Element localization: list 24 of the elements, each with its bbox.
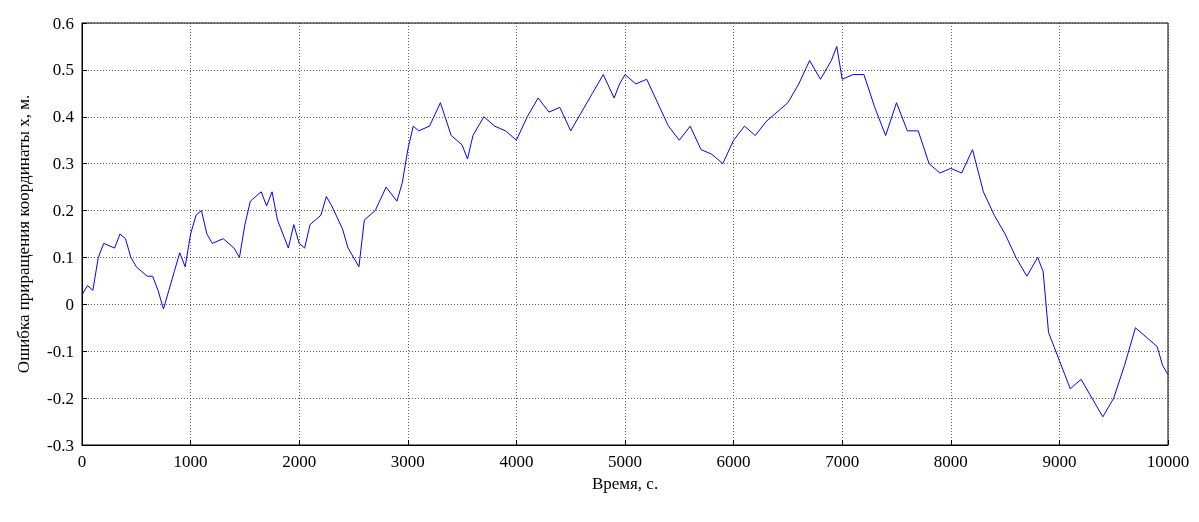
- x-tick-label: 8000: [933, 452, 968, 471]
- x-tick-label: 7000: [825, 452, 860, 471]
- y-tick-label: 0.2: [52, 201, 74, 221]
- x-tick-label: 10000: [1146, 452, 1190, 471]
- y-tick-label: 0: [65, 294, 74, 314]
- x-tick-label: 2000: [282, 452, 317, 471]
- y-tick-label: -0.2: [47, 388, 74, 408]
- x-tick-label: 0: [77, 452, 87, 471]
- x-tick-label: 5000: [608, 452, 642, 471]
- y-tick-label: 0.4: [52, 107, 75, 127]
- y-tick-label: 0.5: [52, 60, 74, 80]
- x-tick-label: 6000: [716, 452, 751, 471]
- x-axis-title: Время, с.: [591, 473, 659, 493]
- x-tick-label: 3000: [390, 452, 425, 471]
- x-tick-label: 9000: [1042, 452, 1077, 471]
- x-tick-label: 1000: [173, 452, 208, 471]
- y-tick-label: -0.1: [47, 341, 74, 361]
- y-tick-label: -0.3: [47, 435, 74, 455]
- y-tick-label: 0.1: [52, 247, 74, 267]
- y-tick-label: 0.6: [52, 13, 74, 33]
- x-tick-label: 4000: [499, 452, 534, 471]
- y-axis-title: Ошибка приращения координаты x, м.: [14, 94, 33, 374]
- y-tick-label: 0.3: [52, 154, 74, 174]
- line-series: [81, 45, 1169, 418]
